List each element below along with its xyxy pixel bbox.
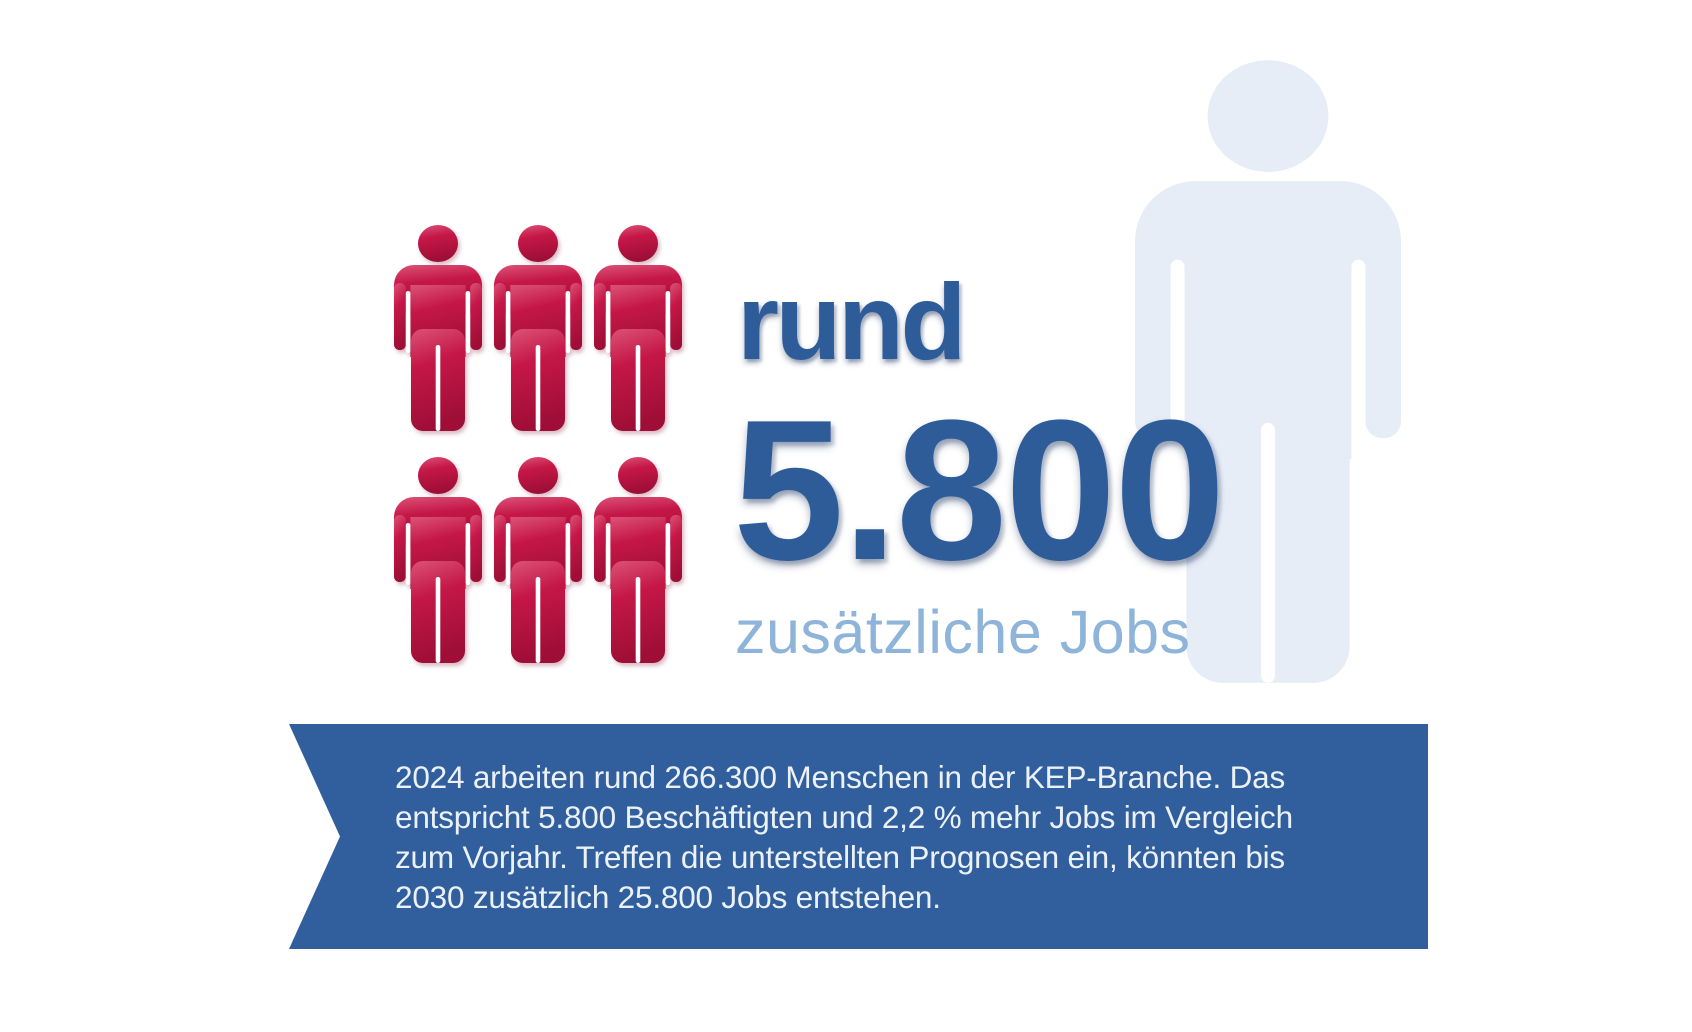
banner-line: entspricht 5.800 Beschäftigten und 2,2 %… <box>395 799 1293 835</box>
person-icon <box>494 457 582 663</box>
pictogram-grid <box>394 225 682 663</box>
person-icon <box>594 225 682 431</box>
banner-line: 2024 arbeiten rund 266.300 Menschen in d… <box>395 759 1286 795</box>
headline-value: 5.800 <box>733 379 1225 602</box>
person-icon <box>394 225 482 431</box>
info-banner: 2024 arbeiten rund 266.300 Menschen in d… <box>289 724 1428 949</box>
banner-line: zum Vorjahr. Treffen die unterstellten P… <box>395 839 1285 875</box>
person-icon <box>394 457 482 663</box>
banner-line: 2030 zusätzlich 25.800 Jobs entstehen. <box>395 879 941 915</box>
headline-unit: zusätzliche Jobs <box>735 598 1191 666</box>
headline-qualifier: rund <box>737 261 966 382</box>
banner-text: 2024 arbeiten rund 266.300 Menschen in d… <box>395 757 1293 917</box>
person-icon <box>494 225 582 431</box>
person-icon <box>594 457 682 663</box>
